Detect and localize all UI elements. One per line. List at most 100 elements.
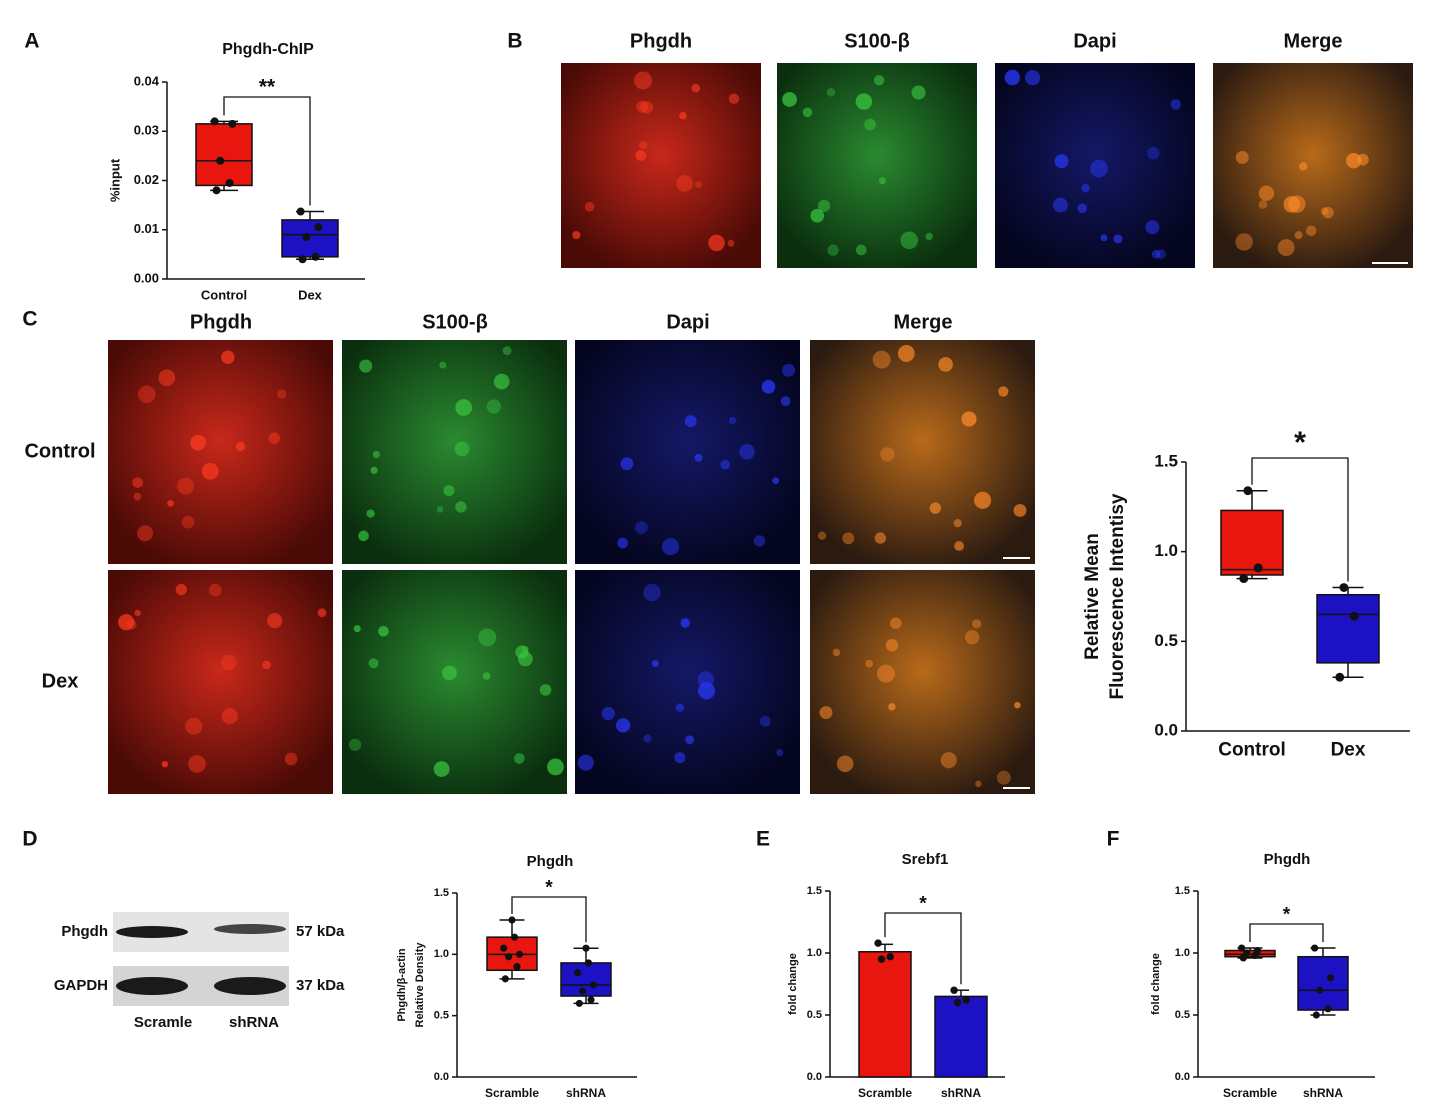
cell	[832, 648, 841, 657]
data-point	[1253, 563, 1263, 573]
cell	[954, 541, 965, 551]
data-point	[584, 959, 593, 967]
data-point	[1238, 944, 1246, 952]
cell	[478, 628, 497, 647]
cell	[1081, 183, 1090, 193]
data-point	[302, 233, 311, 242]
cell	[268, 432, 281, 445]
y-tick-label: 0.0	[1175, 1071, 1190, 1083]
box	[1220, 509, 1284, 576]
data-point	[1243, 949, 1251, 957]
cell	[181, 515, 195, 529]
cell	[802, 107, 813, 118]
cell	[161, 761, 169, 768]
significance-bracket	[884, 912, 962, 985]
lane-label: Scramle	[134, 1014, 192, 1031]
panel-letter: F	[1107, 828, 1120, 851]
cell	[925, 232, 933, 241]
x-tick-label: Scramble	[858, 1086, 912, 1100]
cell	[1258, 185, 1275, 201]
y-tick-label: 0.0	[434, 1071, 449, 1083]
cell	[1013, 503, 1027, 517]
cell	[680, 618, 690, 628]
cell	[1294, 231, 1303, 240]
cell	[455, 399, 473, 416]
cell	[676, 174, 694, 192]
data-point	[500, 944, 508, 952]
y-tick-label: 0.5	[1154, 631, 1178, 650]
significance-bracket	[223, 96, 311, 206]
y-tick-label: 0.0	[807, 1071, 822, 1083]
cell	[643, 734, 652, 743]
data-point	[950, 986, 958, 994]
cell	[873, 75, 885, 86]
band-label: Phgdh	[61, 923, 108, 940]
cell	[539, 684, 552, 696]
data-point	[311, 252, 320, 261]
x-tick-label: shRNA	[566, 1086, 606, 1100]
data-point	[1335, 672, 1345, 682]
cell	[974, 491, 992, 509]
cell	[284, 752, 298, 766]
data-point	[515, 950, 524, 958]
cell	[1004, 69, 1021, 86]
micrograph	[995, 63, 1195, 268]
data-point	[886, 953, 894, 961]
cell	[1145, 220, 1160, 235]
cell	[317, 608, 327, 618]
cell	[739, 443, 755, 460]
cell	[482, 672, 491, 680]
y-axis-label: fold change	[787, 953, 799, 1015]
cell	[911, 85, 926, 100]
cell	[695, 181, 703, 189]
data-point	[575, 999, 583, 1007]
significance-label: *	[919, 894, 927, 915]
cell	[635, 150, 647, 161]
data-point	[589, 981, 598, 989]
y-tick-label: 1.0	[807, 947, 822, 959]
data-point	[962, 996, 970, 1004]
cell	[961, 411, 977, 427]
cell	[780, 396, 791, 407]
micrograph	[342, 570, 567, 794]
cell	[1054, 154, 1069, 169]
significance-bracket	[1251, 457, 1349, 582]
y-tick-label: 0.01	[134, 221, 159, 236]
significance-label: **	[259, 75, 276, 98]
cell	[1283, 196, 1301, 213]
cell	[1235, 233, 1253, 251]
cell	[1305, 225, 1317, 237]
cell	[584, 201, 595, 212]
cell	[158, 369, 176, 387]
band-size: 57 kDa	[296, 923, 345, 940]
micrograph	[810, 340, 1035, 564]
chart-title: Srebf1	[902, 851, 949, 868]
micrograph	[108, 570, 333, 794]
cell	[601, 706, 615, 721]
cell	[1014, 701, 1021, 709]
cell	[772, 477, 780, 485]
cell	[368, 658, 379, 669]
data-point	[587, 996, 595, 1004]
cell	[132, 477, 143, 488]
y-tick-label: 1.5	[807, 885, 822, 897]
cell	[276, 389, 287, 399]
cell	[651, 660, 659, 668]
significance-bracket	[1249, 923, 1324, 943]
data-point	[314, 223, 323, 232]
data-point	[574, 969, 582, 977]
cell	[442, 665, 457, 681]
row-label: Control	[24, 440, 95, 462]
cell	[372, 450, 380, 459]
box	[1316, 593, 1380, 664]
channel-label: Merge	[894, 311, 953, 333]
data-point	[505, 953, 513, 961]
cell	[443, 485, 455, 497]
bar	[858, 951, 912, 1078]
y-axis-label: fold change	[1150, 953, 1162, 1015]
y-tick-label: 1.0	[1154, 541, 1178, 560]
data-point	[225, 178, 234, 187]
cell	[1113, 234, 1123, 244]
cell	[267, 613, 283, 629]
